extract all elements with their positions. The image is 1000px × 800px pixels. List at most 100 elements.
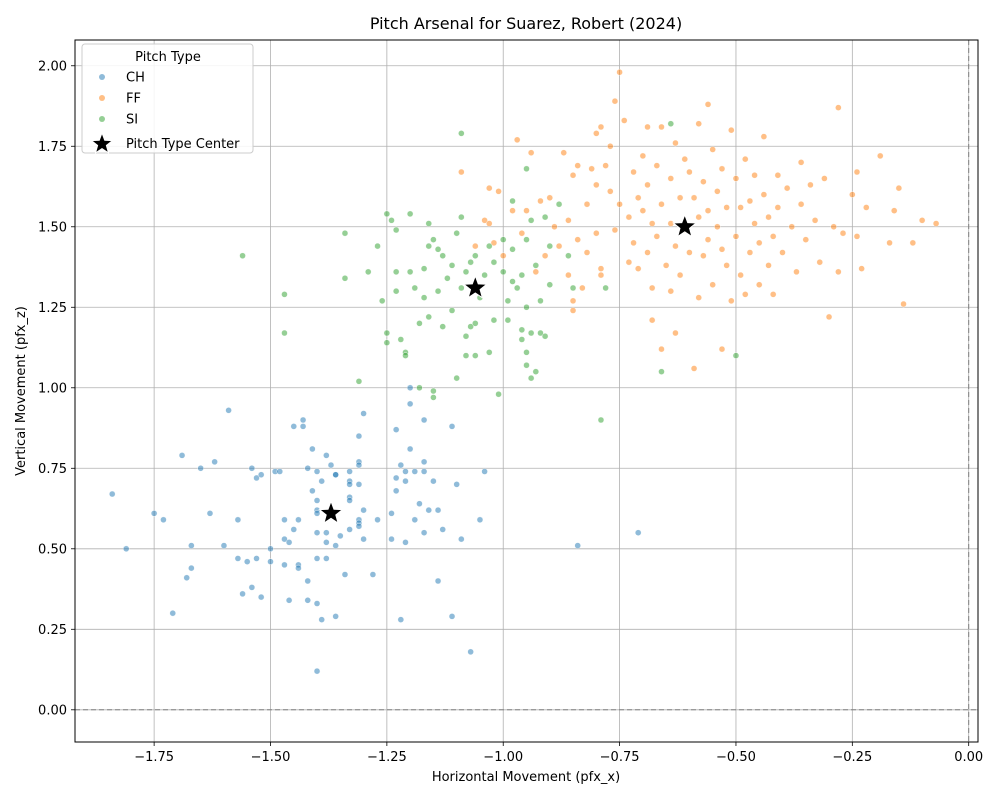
point-si	[518, 336, 526, 343]
point-si	[597, 416, 605, 424]
point-ch	[406, 400, 414, 408]
point-ff	[667, 287, 674, 295]
point-ff	[625, 213, 633, 221]
point-ch	[299, 423, 307, 430]
point-ff	[825, 313, 833, 321]
point-ff	[667, 220, 674, 227]
point-si	[527, 217, 535, 224]
point-si	[513, 284, 521, 292]
point-ff	[574, 236, 581, 243]
point-ff	[481, 217, 488, 224]
point-si	[448, 307, 456, 314]
point-ch	[388, 510, 395, 517]
point-ff	[616, 201, 623, 208]
point-ch	[178, 452, 186, 459]
point-ff	[513, 136, 521, 144]
point-ch	[402, 468, 409, 475]
point-ch	[281, 535, 288, 543]
point-si	[448, 262, 456, 269]
point-ff	[583, 201, 591, 208]
point-ch	[481, 468, 488, 475]
legend-marker	[99, 95, 105, 101]
point-ff	[932, 220, 940, 227]
point-ff	[569, 172, 577, 179]
point-ff	[793, 268, 800, 276]
point-ff	[607, 143, 614, 150]
point-ff	[853, 168, 861, 176]
point-ff	[769, 291, 777, 298]
point-ch	[234, 555, 242, 562]
point-ch	[355, 481, 363, 488]
point-si	[495, 391, 502, 398]
point-ff	[746, 197, 754, 205]
point-ff	[853, 233, 861, 240]
point-ch	[160, 516, 167, 524]
point-ff	[597, 123, 605, 131]
point-ff	[667, 175, 674, 182]
point-ff	[700, 252, 707, 259]
point-ff	[523, 207, 530, 214]
point-si	[527, 374, 535, 382]
point-ch	[448, 423, 456, 430]
point-ff	[858, 265, 865, 272]
point-si	[239, 252, 246, 259]
point-ch	[323, 529, 330, 536]
point-si	[467, 323, 474, 330]
point-ff	[737, 271, 744, 279]
point-si	[430, 387, 437, 395]
point-si	[458, 284, 465, 292]
point-ff	[751, 172, 758, 179]
point-ff	[765, 262, 772, 269]
y-tick-label: 1.00	[38, 381, 67, 396]
legend-label: SI	[126, 113, 138, 128]
point-si	[541, 213, 549, 221]
point-ch	[453, 481, 460, 488]
y-tick-label: 1.25	[38, 301, 67, 316]
point-ff	[541, 252, 549, 259]
point-ff	[728, 297, 735, 305]
y-axis-label: Vertical Movement (pfx_z)	[14, 306, 29, 476]
point-ff	[728, 126, 735, 134]
point-ch	[211, 458, 218, 466]
point-si	[658, 368, 665, 375]
point-si	[458, 130, 465, 137]
point-ch	[276, 468, 284, 475]
point-ff	[891, 207, 898, 214]
point-si	[523, 349, 530, 356]
point-si	[537, 297, 544, 305]
point-ch	[239, 590, 246, 598]
point-ff	[676, 271, 684, 279]
point-si	[509, 246, 516, 253]
point-ff	[658, 123, 665, 131]
point-si	[523, 236, 530, 243]
point-ff	[718, 246, 726, 253]
point-ff	[630, 168, 637, 176]
point-ff	[779, 249, 786, 256]
point-si	[467, 258, 474, 266]
point-ch	[337, 532, 344, 540]
point-ff	[704, 207, 712, 214]
point-si	[546, 242, 553, 250]
point-ff	[686, 168, 693, 176]
point-ff	[751, 220, 758, 227]
point-ch	[635, 529, 642, 536]
x-tick-label: −0.50	[716, 750, 756, 765]
legend-marker	[99, 74, 105, 80]
point-ff	[583, 249, 591, 256]
point-si	[383, 329, 391, 337]
point-si	[341, 275, 349, 282]
data-points	[109, 69, 940, 675]
point-si	[392, 268, 400, 276]
point-ff	[648, 316, 656, 324]
point-ff	[714, 188, 721, 195]
point-si	[490, 316, 498, 324]
point-si	[537, 329, 544, 337]
legend-marker	[99, 116, 105, 122]
point-ff	[918, 217, 926, 224]
point-si	[425, 220, 432, 227]
point-si	[509, 197, 516, 205]
point-si	[602, 284, 609, 292]
point-ff	[597, 265, 605, 272]
point-ch	[257, 471, 265, 478]
point-si	[406, 268, 414, 276]
